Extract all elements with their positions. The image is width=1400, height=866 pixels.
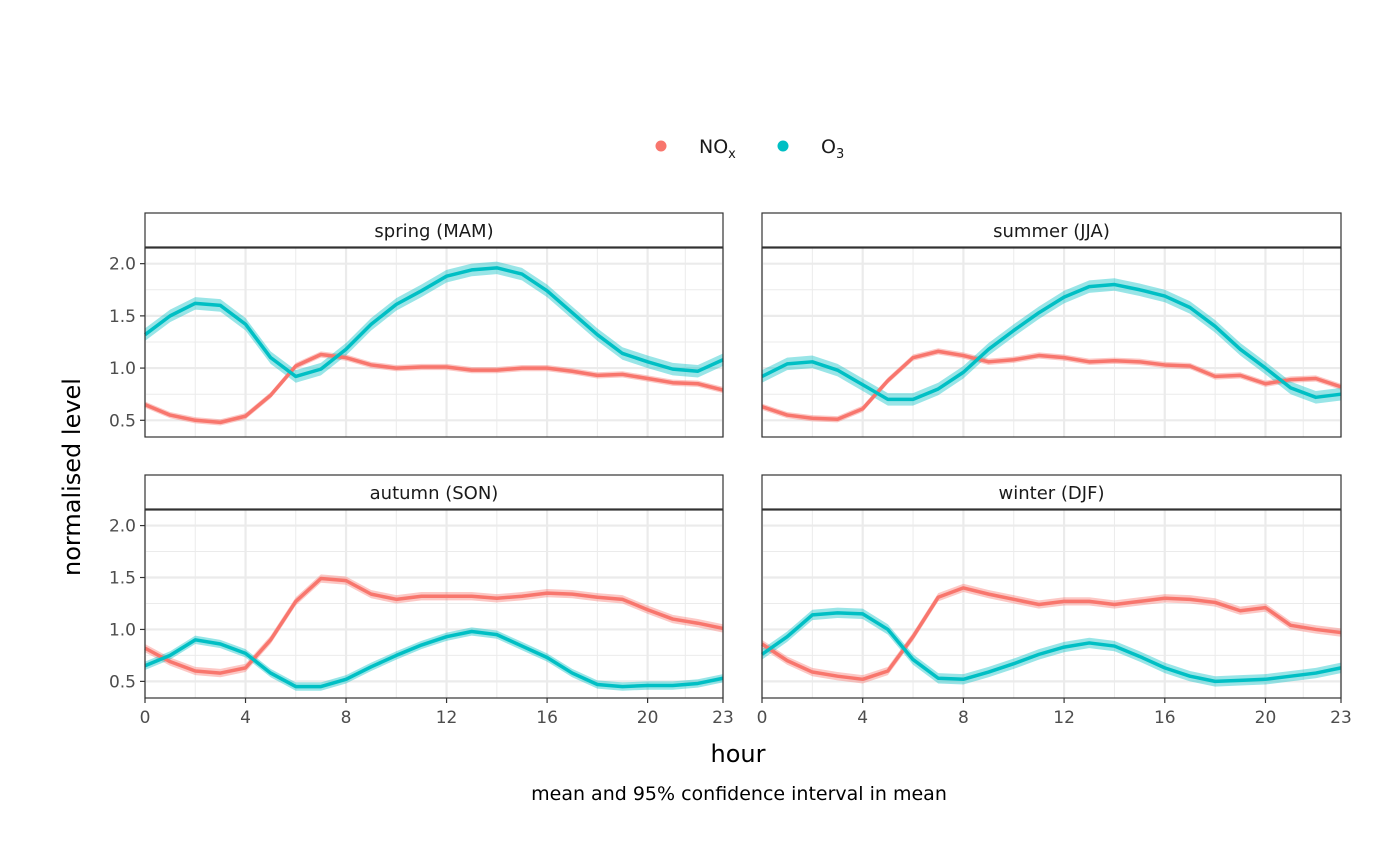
strip-label: spring (MAM) <box>374 221 493 242</box>
panel-border <box>144 509 724 699</box>
x-tick-label: 20 <box>1255 708 1277 728</box>
y-tick-label: 0.5 <box>109 411 136 431</box>
strip <box>761 212 1342 248</box>
x-tick-label: 0 <box>140 708 151 728</box>
y-tick-label: 0.5 <box>109 672 136 692</box>
x-tick-label: 0 <box>757 708 768 728</box>
strip-label: summer (JJA) <box>993 221 1110 242</box>
x-axis-title: hour <box>711 740 766 768</box>
strip-label: autumn (SON) <box>370 483 499 504</box>
strip <box>144 474 724 510</box>
x-tick-label: 4 <box>240 708 251 728</box>
panel-autumn: autumn (SON) 0.5 1.0 1.5 2.0 0 4 8 12 16 20 23 <box>109 474 734 728</box>
series-line-o3 <box>761 282 1342 402</box>
panel-border <box>144 247 724 438</box>
x-tick-label: 8 <box>958 708 969 728</box>
panel-border <box>761 509 1342 699</box>
panel-winter: winter (DJF) 0 4 8 12 16 20 23 <box>757 474 1352 728</box>
strip <box>144 212 724 248</box>
legend-key-o3 <box>777 140 789 152</box>
legend: NOx O3 <box>655 136 844 162</box>
y-tick-label: 1.5 <box>109 307 136 327</box>
panel-spring: spring (MAM) 0.5 1.0 1.5 2.0 <box>109 212 725 438</box>
series-line-nox <box>144 576 724 675</box>
series-line-o3 <box>144 629 724 689</box>
x-tick-label: 23 <box>712 708 734 728</box>
strip <box>761 474 1342 510</box>
x-tick-label: 8 <box>341 708 352 728</box>
x-tick-label: 23 <box>1330 708 1352 728</box>
x-tick-label: 12 <box>1053 708 1075 728</box>
ci-band-o3 <box>762 607 1341 687</box>
plot-area <box>145 510 723 698</box>
x-tick-label: 20 <box>637 708 659 728</box>
x-tick-label: 4 <box>857 708 868 728</box>
series-line-nox <box>144 352 724 425</box>
caption: mean and 95% confidence interval in mean <box>531 783 947 805</box>
y-tick-label: 1.0 <box>109 620 136 640</box>
ci-band-nox <box>145 351 723 426</box>
y-tick-label: 2.0 <box>109 517 136 537</box>
panel-summer: summer (JJA) <box>760 212 1343 438</box>
series-line-nox <box>761 349 1342 421</box>
plot-area <box>762 248 1341 437</box>
series-line-o3 <box>760 611 1342 684</box>
series-line-o3 <box>143 266 724 379</box>
y-tick-label: 2.0 <box>109 255 136 275</box>
legend-label-o3: O3 <box>821 136 844 162</box>
x-tick-label: 16 <box>536 708 558 728</box>
plot-area <box>145 248 723 437</box>
y-tick-label: 1.0 <box>109 359 136 379</box>
legend-label-nox: NOx <box>699 136 736 162</box>
strip-label: winter (DJF) <box>999 483 1105 504</box>
legend-key-nox <box>655 140 667 152</box>
x-tick-label: 16 <box>1154 708 1176 728</box>
y-axis-title: normalised level <box>58 378 86 576</box>
ci-band-o3 <box>145 261 723 383</box>
series-line-nox <box>761 586 1342 682</box>
y-tick-label: 1.5 <box>109 569 136 589</box>
panel-border <box>761 247 1342 438</box>
x-tick-label: 12 <box>436 708 458 728</box>
